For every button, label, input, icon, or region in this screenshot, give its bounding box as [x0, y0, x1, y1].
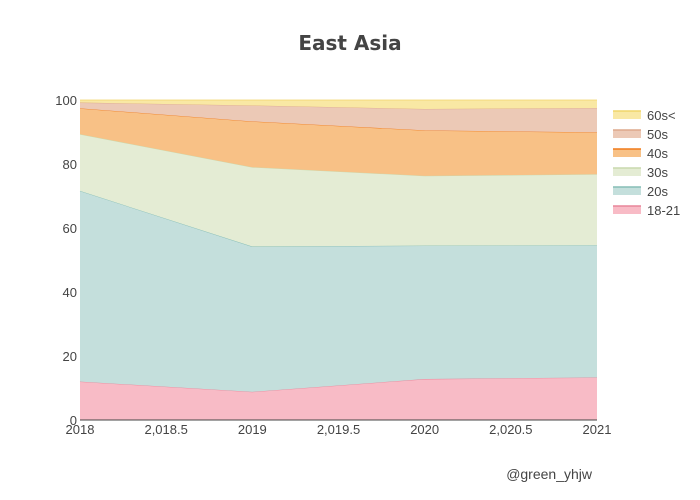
legend-swatch: [613, 149, 641, 157]
chart-title: East Asia: [298, 31, 401, 55]
legend-label: 30s: [647, 165, 668, 180]
x-tick-label: 2019: [238, 422, 267, 437]
y-tick-label: 100: [55, 93, 77, 108]
legend-label: 40s: [647, 146, 668, 161]
legend-label: 18-21: [647, 203, 680, 218]
x-tick-label: 2,019.5: [317, 422, 360, 437]
legend-swatch: [613, 206, 641, 214]
area-series-4: [80, 102, 597, 133]
legend-swatch: [613, 130, 641, 138]
x-tick-label: 2018: [66, 422, 95, 437]
legend: 60s< 50s 40s 30s 20s 18-21: [613, 108, 680, 218]
y-tick-label: 60: [63, 221, 77, 236]
x-tick-label: 2,018.5: [144, 422, 187, 437]
legend-swatch: [613, 111, 641, 119]
y-tick-label: 40: [63, 285, 77, 300]
legend-label: 60s<: [647, 108, 676, 123]
area-series-5: [80, 100, 597, 109]
legend-swatch: [613, 168, 641, 176]
credit-annotation: @green_yhjw: [506, 466, 593, 482]
x-tick-label: 2021: [583, 422, 612, 437]
area-series-0: [80, 377, 597, 420]
y-tick-label: 80: [63, 157, 77, 172]
area-series-3: [80, 108, 597, 176]
x-tick-label: 2,020.5: [489, 422, 532, 437]
plot-areas: [79, 99, 598, 420]
legend-swatch: [613, 187, 641, 195]
y-tick-label: 20: [63, 349, 77, 364]
y-tick-label: 0: [70, 413, 77, 428]
y-axis-ticks: 0 20 40 60 80 100: [55, 93, 77, 428]
x-tick-label: 2020: [410, 422, 439, 437]
x-axis-ticks: 2018 2,018.5 2019 2,019.5 2020 2,020.5 2021: [66, 422, 612, 437]
legend-label: 50s: [647, 127, 668, 142]
area-series-2: [80, 134, 597, 247]
area-series-1: [80, 190, 597, 392]
legend-label: 20s: [647, 184, 668, 199]
